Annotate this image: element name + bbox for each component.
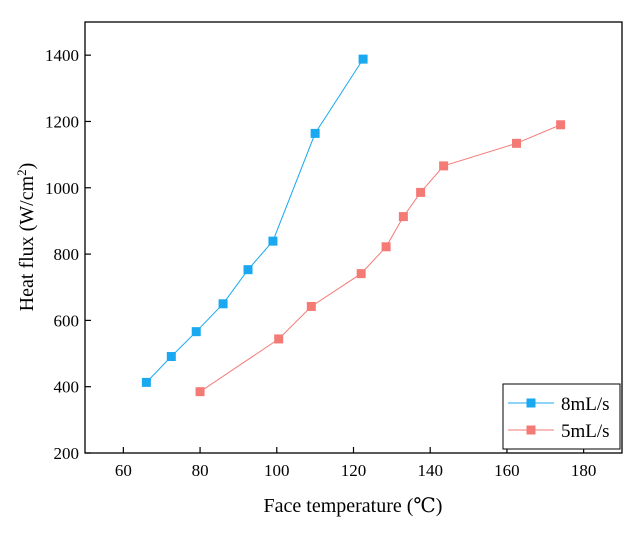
data-point <box>556 120 566 130</box>
data-point <box>166 352 176 362</box>
data-point <box>358 54 368 64</box>
data-point <box>381 242 391 252</box>
legend-marker <box>526 425 536 435</box>
y-tick-label: 400 <box>54 378 80 397</box>
legend-marker <box>526 398 536 408</box>
y-tick-label: 1000 <box>45 179 79 198</box>
y-axis-title: Heat flux (W/cm2) <box>14 163 39 312</box>
x-tick-label: 160 <box>494 461 520 480</box>
y-tick-label: 600 <box>54 311 80 330</box>
legend-label: 8mL/s <box>561 394 610 415</box>
y-tick-label: 1200 <box>45 112 79 131</box>
y-tick-label: 200 <box>54 444 80 463</box>
data-point <box>356 269 366 279</box>
data-point <box>195 387 205 397</box>
x-tick-label: 60 <box>115 461 132 480</box>
data-point <box>191 327 201 337</box>
data-point <box>398 212 408 222</box>
series-1 <box>141 54 368 387</box>
data-point <box>268 236 278 246</box>
data-point <box>218 299 228 309</box>
legend-items: 8mL/s 5mL/s <box>508 394 610 442</box>
data-point <box>512 138 522 148</box>
x-tick-label: 120 <box>341 461 367 480</box>
data-point <box>416 187 426 197</box>
data-point <box>310 128 320 138</box>
series-layer <box>141 54 566 397</box>
data-point <box>439 161 449 171</box>
series-line <box>199 124 561 393</box>
y-axis-ticks: 200 400 600 800 1000 1200 1400 <box>45 46 91 463</box>
data-point <box>243 265 253 275</box>
y-tick-label: 1400 <box>45 46 79 65</box>
data-point <box>274 334 284 344</box>
series-line <box>146 58 364 383</box>
x-tick-label: 80 <box>192 461 209 480</box>
data-point <box>306 301 316 311</box>
x-tick-label: 180 <box>571 461 597 480</box>
y-tick-label: 800 <box>54 245 80 264</box>
series-2 <box>195 120 566 397</box>
x-tick-label: 100 <box>264 461 290 480</box>
x-axis-ticks: 60 80 100 120 140 160 180 <box>115 447 597 480</box>
legend: 8mL/s 5mL/s <box>502 383 621 450</box>
x-tick-label: 140 <box>417 461 443 480</box>
x-axis-title: Face temperature (℃) <box>264 495 443 517</box>
legend-label: 5mL/s <box>561 421 610 442</box>
data-point <box>141 377 151 387</box>
legend-box <box>502 383 621 450</box>
